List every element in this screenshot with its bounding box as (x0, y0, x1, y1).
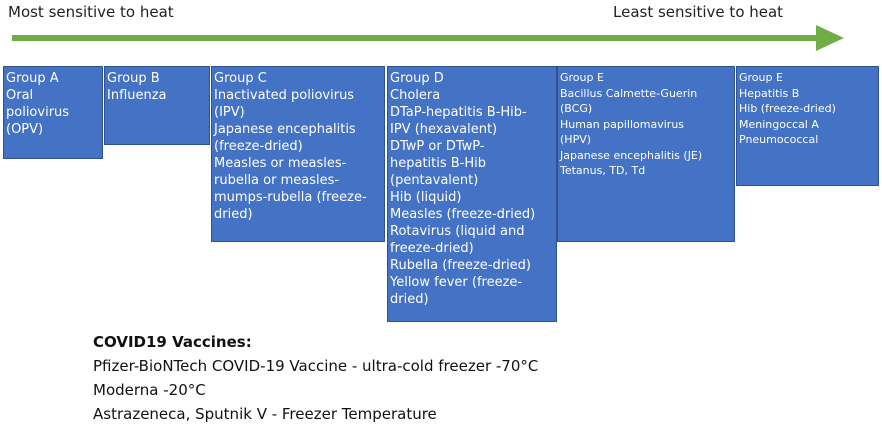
group-title: Group E (560, 71, 604, 84)
group-c-box: Group C Inactivated poliovirus (IPV) Japane… (211, 66, 385, 242)
vaccine-line: DTaP-hepatitis B-Hib- (390, 105, 527, 120)
vaccine-line: hepatitis B-Hib (390, 156, 487, 171)
vaccine-line: Rubella (freeze-dried) (390, 258, 532, 273)
vaccine-line: Bacillus Calmette-Guerin (560, 86, 698, 100)
vaccine-line: (IPV) (214, 105, 245, 120)
vaccine-line: (pentavalent) (390, 173, 479, 188)
group-title: Group A (6, 71, 59, 86)
vaccine-line: Human papillomavirus (560, 117, 685, 131)
vaccine-line: Tetanus, TD, Td (560, 164, 646, 177)
vaccine-line: mumps-rubella (freeze- (214, 190, 367, 205)
vaccine-line: Pneumococcal (739, 133, 819, 146)
vaccine-line: Influenza (107, 88, 167, 103)
vaccine-line: dried) (390, 292, 429, 307)
group-title: Group B (107, 71, 160, 86)
vaccine-line: Hib (liquid) (390, 190, 462, 205)
vaccine-line: Hepatitis B (739, 86, 800, 100)
vaccine-line: Meningoccal A (739, 117, 819, 131)
vaccine-line: freeze-dried) (390, 241, 474, 256)
group-a-box: Group A Oral poliovirus (OPV) (3, 66, 103, 159)
vaccine-line: (HPV) (560, 133, 592, 146)
heat-sensitivity-arrow-icon (12, 25, 844, 51)
covid-vaccines-note: COVID19 Vaccines: Pfizer-BioNTech COVID-… (93, 330, 538, 426)
vaccine-line: Measles (freeze-dried) (390, 207, 536, 222)
group-title: Group C (214, 71, 267, 86)
vaccine-line: Hib (freeze-dried) (739, 102, 836, 115)
covid-line: Moderna -20°C (93, 381, 206, 399)
vaccine-line: DTwP or DTwP- (390, 139, 485, 154)
covid-title: COVID19 Vaccines: (93, 333, 252, 351)
group-d-box: Group D Cholera DTaP-hepatitis B-Hib- IPV (… (387, 66, 557, 322)
vaccine-line: Yellow fever (freeze- (390, 275, 523, 290)
vaccine-line: Rotavirus (liquid and (390, 224, 525, 239)
group-e-box-1: Group E Bacillus Calmette-Guerin (BCG) Huma… (557, 66, 735, 242)
vaccine-line: (OPV) (6, 122, 44, 137)
vaccine-line: Japanese encephalitis (214, 122, 356, 137)
vaccine-line: Inactivated poliovirus (214, 88, 355, 103)
group-b-box: Group B Influenza (104, 66, 210, 145)
vaccine-line: Cholera (390, 88, 441, 103)
vaccine-line: rubella or measles- (214, 173, 340, 188)
least-sensitive-label: Least sensitive to heat (613, 3, 784, 21)
vaccine-line: Measles or measles- (214, 156, 347, 171)
vaccine-line: (BCG) (560, 102, 593, 115)
vaccine-line: (freeze-dried) (214, 139, 303, 154)
group-e-box-2: Group E Hepatitis B Hib (freeze-dried) Meni… (736, 66, 879, 186)
group-title: Group D (390, 71, 444, 86)
vaccine-line: Japanese encephalitis (JE) (560, 148, 703, 162)
vaccine-line: IPV (hexavalent) (390, 122, 498, 137)
vaccine-line: poliovirus (6, 105, 70, 120)
covid-line: Astrazeneca, Sputnik V - Freezer Tempera… (93, 405, 437, 423)
covid-line: Pfizer-BioNTech COVID-19 Vaccine - ultra… (93, 357, 539, 375)
vaccine-line: Oral (6, 88, 34, 103)
most-sensitive-label: Most sensitive to heat (8, 3, 174, 21)
vaccine-line: dried) (214, 207, 253, 222)
group-title: Group E (739, 71, 783, 84)
